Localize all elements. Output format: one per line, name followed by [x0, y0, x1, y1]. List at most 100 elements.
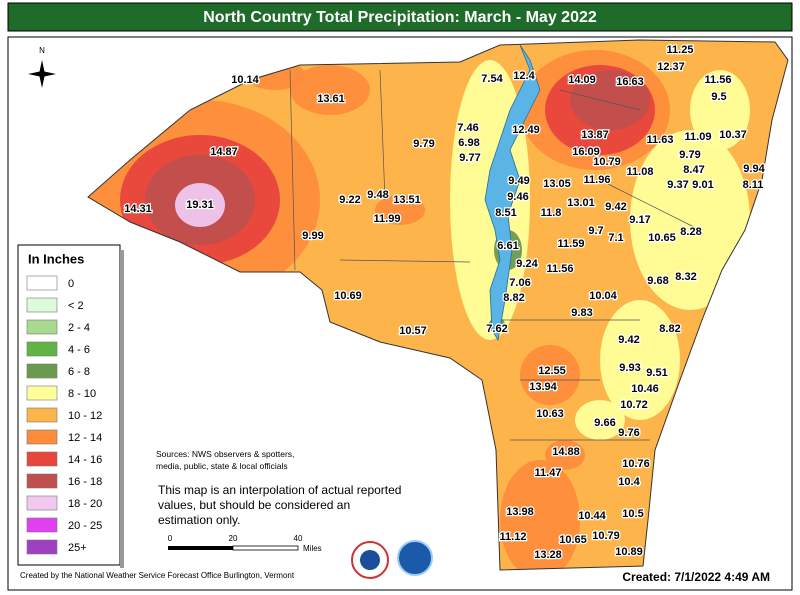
station-value: 13.01: [567, 197, 595, 209]
station-value: 9.48: [367, 189, 388, 201]
station-value: 10.04: [589, 290, 617, 302]
station-value: 11.56: [547, 263, 574, 275]
station-value: 13.87: [581, 129, 609, 141]
legend-label: 10 - 12: [68, 410, 102, 422]
station-value: 10.72: [620, 399, 648, 411]
station-value: 9.79: [413, 138, 434, 150]
station-value: 12.4: [513, 70, 535, 82]
credit: Created by the National Weather Service …: [20, 571, 295, 580]
title-bar: [7, 2, 793, 32]
station-value: 10.79: [593, 156, 621, 168]
station-value: 9.42: [618, 334, 639, 346]
station-value: 9.76: [618, 427, 639, 439]
legend-swatch: [26, 517, 58, 533]
north-label: N: [39, 46, 45, 55]
station-value: 13.98: [506, 506, 534, 518]
legend-label: 2 - 4: [68, 322, 90, 334]
legend-label: 16 - 18: [68, 476, 102, 488]
scale-label: 0: [168, 534, 173, 543]
station-value: 11.96: [584, 174, 611, 186]
station-value: 11.56: [705, 74, 732, 86]
station-value: 12.55: [538, 365, 566, 377]
north-arrow: N: [28, 46, 56, 88]
station-value: 11.12: [500, 531, 527, 543]
legend-swatch: [26, 275, 58, 291]
legend-swatch: [26, 495, 58, 511]
scale-label: 40: [294, 534, 303, 543]
precip-area: [520, 345, 580, 405]
title: North Country Total Precipitation: March…: [203, 9, 597, 26]
station-value: 12.37: [657, 61, 685, 73]
station-value: 9.46: [507, 191, 528, 203]
legend-label: 14 - 16: [68, 454, 102, 466]
station-value: 10.65: [648, 232, 676, 244]
precip-area: [630, 130, 750, 310]
scale-unit: Miles: [303, 544, 322, 553]
scale-label: 20: [229, 534, 238, 543]
legend-label: 12 - 14: [68, 432, 102, 444]
station-value: 10.46: [631, 383, 659, 395]
station-value: 8.28: [680, 226, 701, 238]
station-value: 9.83: [571, 307, 592, 319]
lake-champlain: [484, 44, 541, 342]
map-frame: [7, 36, 793, 591]
station-value: 11.09: [685, 131, 712, 143]
station-value: 9.93: [619, 362, 640, 374]
station-value: 10.14: [231, 74, 259, 86]
precip-area: [545, 440, 585, 470]
station-value: 7.62: [486, 323, 507, 335]
station-value: 6.98: [458, 137, 479, 149]
station-value: 10.4: [618, 476, 640, 488]
station-value: 9.24: [516, 258, 538, 270]
sources: media, public, state & local officials: [156, 461, 288, 471]
station-value: 10.44: [578, 510, 606, 522]
station-value: 10.37: [719, 129, 747, 141]
station-value: 11.08: [627, 166, 654, 178]
station-value: 9.5: [711, 91, 726, 103]
legend-label: 8 - 10: [68, 388, 96, 400]
station-value: 9.49: [508, 175, 529, 187]
legend-swatch: [26, 297, 58, 313]
legend-swatch: [26, 363, 58, 379]
station-value: 11.8: [541, 207, 562, 219]
legend-label: 0: [68, 278, 74, 290]
station-value: 16.63: [616, 76, 644, 88]
station-value: 10.57: [399, 325, 427, 337]
station-value: 7.06: [509, 277, 530, 289]
station-value: 9.37: [667, 179, 688, 191]
station-value: 7.1: [608, 232, 623, 244]
station-value: 8.47: [683, 164, 704, 176]
station-value: 10.89: [615, 546, 643, 558]
legend-swatch: [26, 451, 58, 467]
county-lines: [289, 69, 701, 441]
station-value: 10.76: [622, 458, 650, 470]
legend-label: 20 - 25: [68, 520, 102, 532]
noaa-logo: [397, 540, 433, 576]
station-value: 7.54: [481, 73, 503, 85]
nws-logo: [360, 550, 380, 570]
station-value: 9.7: [588, 225, 603, 237]
legend-swatch: [26, 539, 58, 555]
created: Created: 7/1/2022 4:49 AM: [622, 570, 770, 584]
station-value: 10.79: [592, 530, 620, 542]
legend-swatch: [26, 429, 58, 445]
precip-area: [690, 70, 750, 150]
station-value: 11.47: [535, 467, 562, 479]
station-value: 9.51: [646, 367, 667, 379]
station-value: 9.42: [605, 201, 626, 213]
station-value: 8.11: [743, 179, 764, 191]
station-value: 9.94: [743, 163, 765, 175]
station-value: 9.22: [339, 194, 360, 206]
precip-area: [570, 70, 650, 130]
land-outline: [87, 39, 789, 571]
station-value: 13.61: [317, 93, 345, 105]
station-value: 7.46: [457, 122, 478, 134]
station-value: 13.51: [393, 194, 421, 206]
station-value: 8.32: [675, 271, 696, 283]
station-value: 9.17: [629, 214, 650, 226]
station-value: 8.82: [659, 323, 680, 335]
station-value: 10.69: [334, 290, 362, 302]
